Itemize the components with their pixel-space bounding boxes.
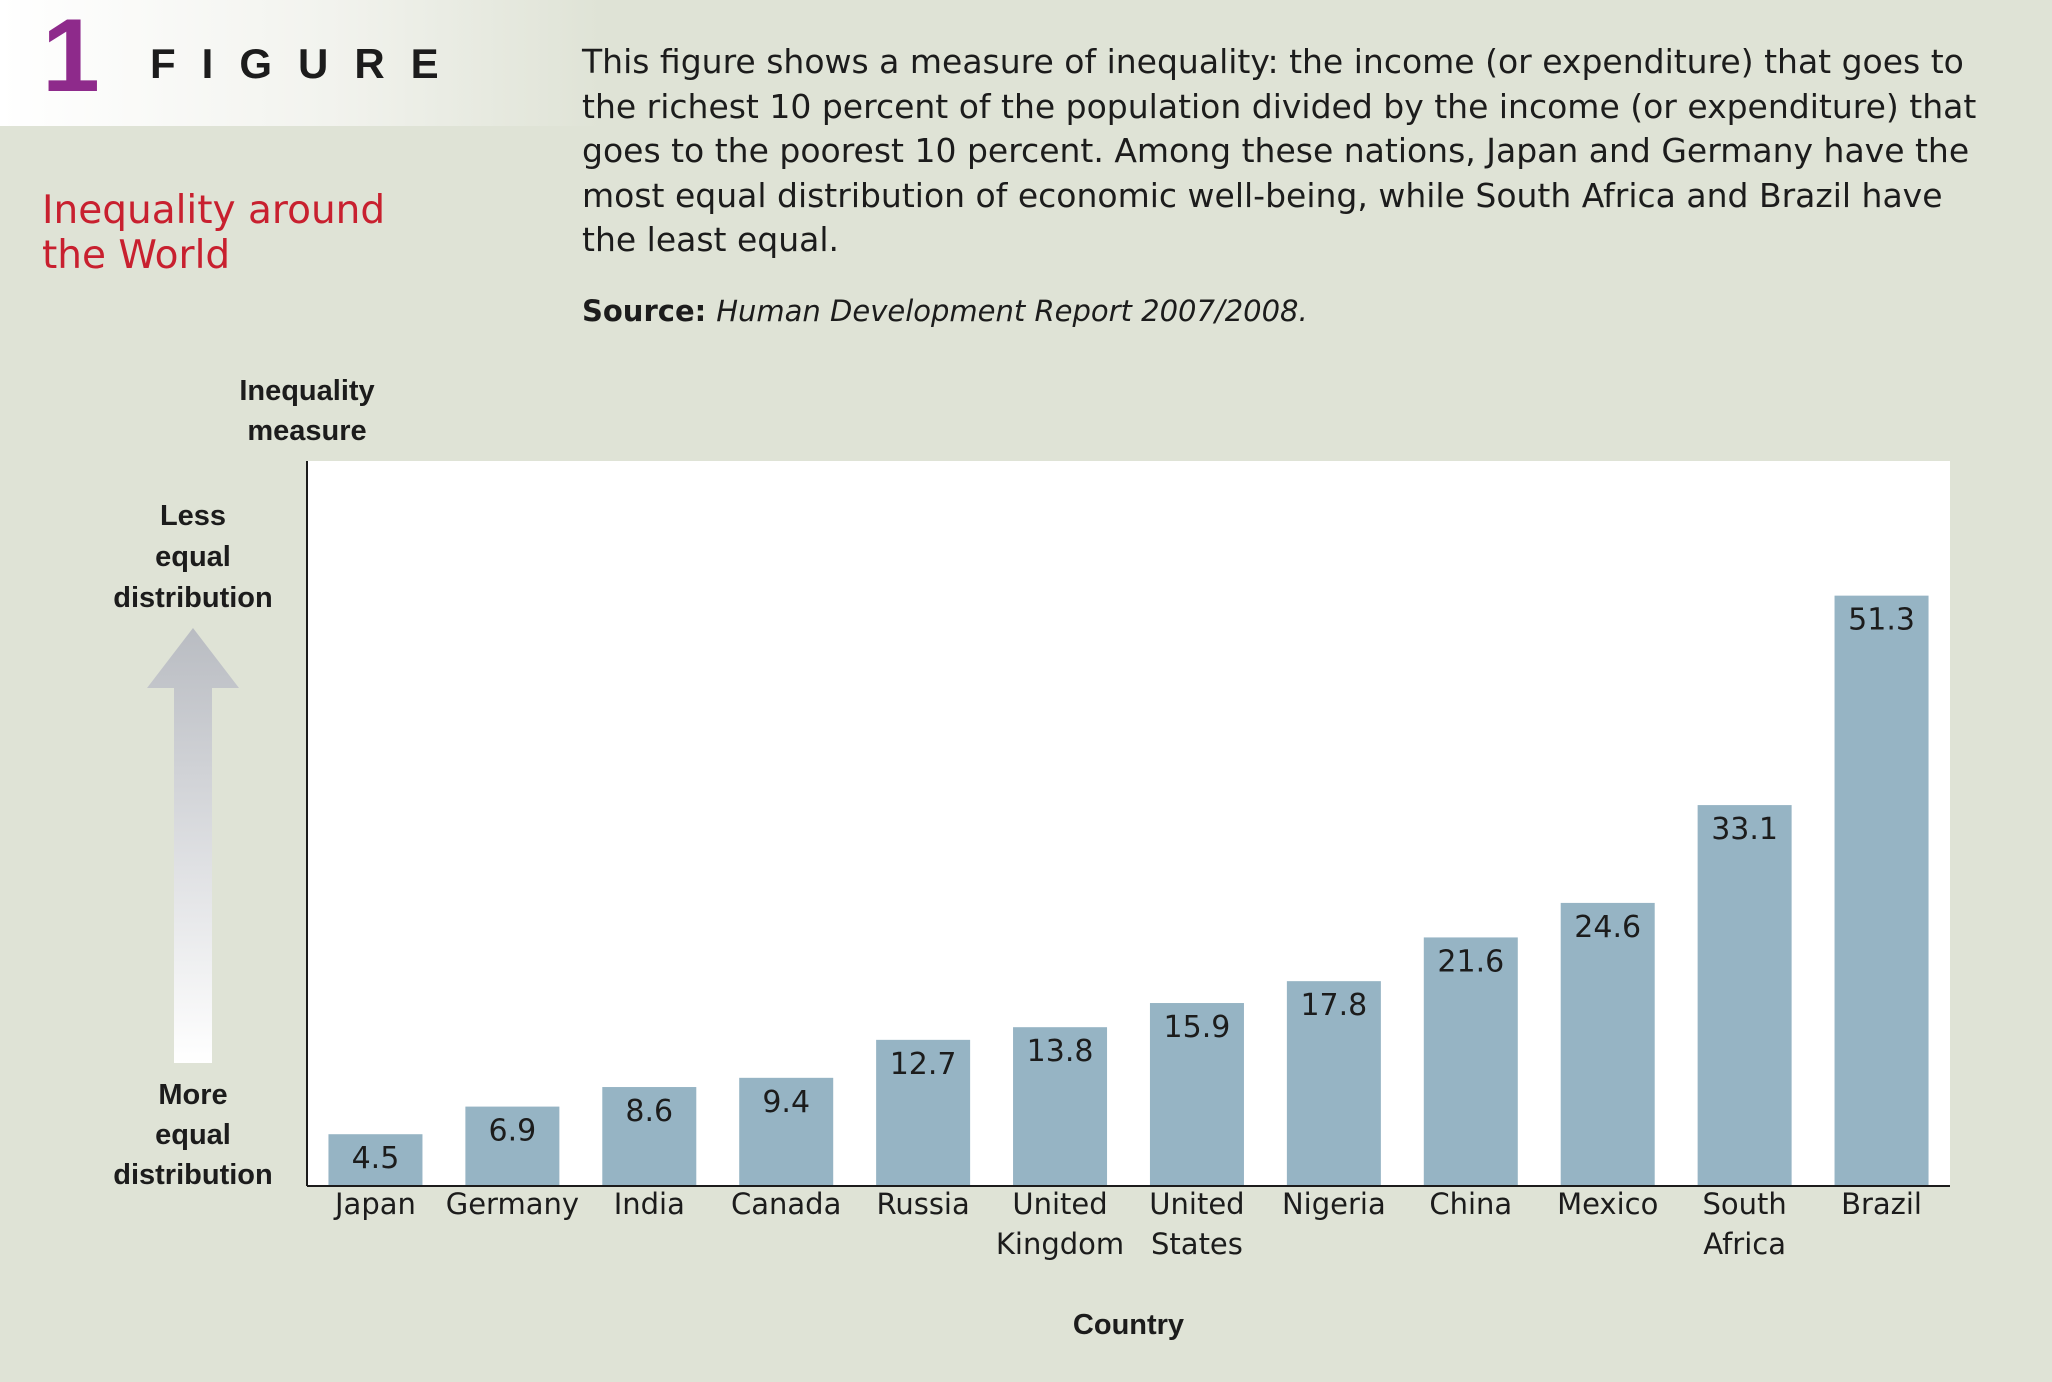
figure-title-line-2: the World: [42, 233, 231, 278]
tick-label-india: India: [614, 1187, 685, 1221]
source-label: Source:: [582, 294, 707, 328]
bar-south-africa: [1697, 805, 1792, 1186]
figure-header-band: [0, 0, 600, 126]
tick-label-russia: Russia: [876, 1187, 969, 1221]
figure-title: Inequality around the World: [42, 188, 402, 278]
more-equal-annotation: More equal distribution: [113, 1079, 272, 1191]
value-label-india: 8.6: [625, 1094, 673, 1129]
value-label-japan: 4.5: [352, 1141, 400, 1176]
bar-nigeria: [1286, 981, 1381, 1186]
value-label-united-states: 15.9: [1164, 1010, 1231, 1045]
bar-united-states: [1149, 1003, 1244, 1186]
bar-japan: [328, 1134, 423, 1186]
source-text: Human Development Report 2007/2008.: [716, 294, 1308, 328]
value-label-brazil: 51.3: [1848, 603, 1915, 638]
bar-brazil: [1834, 595, 1929, 1186]
tick-label-united-kingdom: United Kingdom: [996, 1187, 1124, 1261]
value-label-russia: 12.7: [890, 1047, 957, 1082]
value-labels-group: 4.5 6.9 8.6 9.4 12.7 13.8 15.9 17.8 21.6 24.6 33.1…: [352, 603, 1915, 1177]
tick-label-china: China: [1429, 1187, 1512, 1221]
bar-united-kingdom: [1013, 1027, 1108, 1186]
bar-canada: [739, 1077, 834, 1186]
y-axis-label: Inequality measure: [239, 375, 374, 447]
tick-label-nigeria: Nigeria: [1282, 1187, 1386, 1221]
figure-number: 1: [42, 0, 100, 114]
tick-label-japan: Japan: [333, 1187, 416, 1221]
tick-label-brazil: Brazil: [1841, 1187, 1922, 1221]
x-axis-label: Country: [1073, 1309, 1184, 1341]
tick-label-south-africa: South Africa: [1702, 1187, 1786, 1261]
x-tick-labels-group: Japan Germany India Canada Russia United Kingd…: [333, 1187, 1922, 1261]
bar-germany: [465, 1106, 560, 1186]
bar-china: [1423, 937, 1518, 1186]
figure-caption: This figure shows a measure of inequalit…: [582, 42, 1977, 259]
figure-label: FIGURE: [150, 40, 465, 87]
tick-label-united-states: United States: [1149, 1187, 1244, 1261]
up-arrow-icon: [147, 628, 239, 1063]
figure-title-line-1: Inequality around: [42, 188, 386, 233]
tick-label-mexico: Mexico: [1557, 1187, 1658, 1221]
value-label-china: 21.6: [1437, 944, 1504, 979]
value-label-nigeria: 17.8: [1300, 988, 1367, 1023]
value-label-united-kingdom: 13.8: [1027, 1034, 1094, 1069]
tick-label-germany: Germany: [446, 1187, 579, 1221]
less-equal-annotation: Less equal distribution: [113, 500, 272, 614]
bars-group: [328, 595, 1929, 1186]
value-label-south-africa: 33.1: [1711, 812, 1778, 847]
bar-india: [602, 1087, 697, 1186]
value-label-mexico: 24.6: [1574, 910, 1641, 945]
tick-label-canada: Canada: [731, 1187, 841, 1221]
plot-area: [307, 461, 1950, 1186]
bar-russia: [876, 1039, 971, 1186]
figure-source: Source: Human Development Report 2007/200…: [582, 294, 1308, 328]
value-label-canada: 9.4: [762, 1085, 810, 1120]
value-label-germany: 6.9: [489, 1114, 537, 1149]
bar-mexico: [1560, 902, 1655, 1186]
